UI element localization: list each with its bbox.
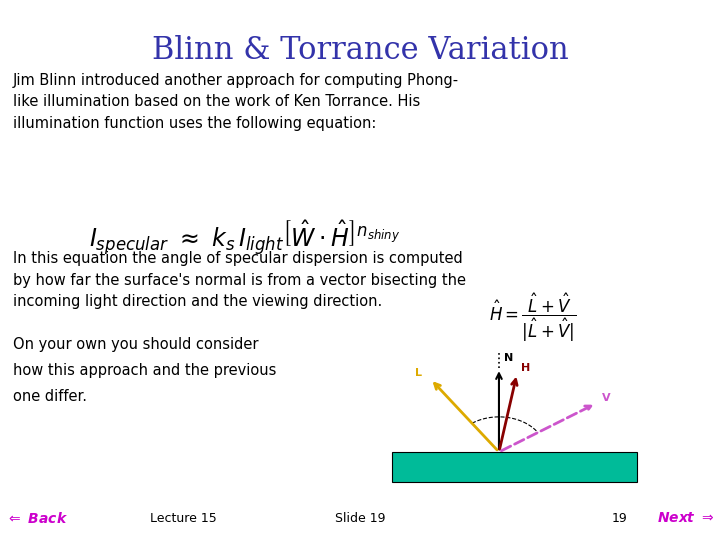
- Text: N: N: [504, 353, 513, 363]
- Text: V: V: [602, 393, 611, 403]
- Text: $\mathit{I}_{specular}\ \approx\ k_s\,\mathit{I}_{light}\left[\hat{W}\cdot\hat{H: $\mathit{I}_{specular}\ \approx\ k_s\,\m…: [89, 219, 400, 258]
- FancyBboxPatch shape: [392, 452, 637, 482]
- Text: Slide 19: Slide 19: [335, 512, 385, 525]
- Text: 19: 19: [611, 512, 627, 525]
- Text: Lecture 15: Lecture 15: [150, 512, 217, 525]
- Text: Next $\Rightarrow$: Next $\Rightarrow$: [657, 511, 714, 525]
- Text: $\hat{H} = \dfrac{\hat{L}+\hat{V}}{|\hat{L}+\hat{V}|}$: $\hat{H} = \dfrac{\hat{L}+\hat{V}}{|\hat…: [489, 292, 577, 344]
- Text: Jim Blinn introduced another approach for computing Phong-
like illumination bas: Jim Blinn introduced another approach fo…: [13, 73, 459, 131]
- Text: L: L: [415, 368, 422, 379]
- Text: $\Leftarrow$ Back: $\Leftarrow$ Back: [6, 511, 68, 526]
- Text: H: H: [521, 363, 530, 373]
- Text: On your own you should consider
how this approach and the previous
one differ.: On your own you should consider how this…: [13, 338, 276, 404]
- Text: In this equation the angle of specular dispersion is computed
by how far the sur: In this equation the angle of specular d…: [13, 251, 466, 309]
- Text: Blinn & Torrance Variation: Blinn & Torrance Variation: [152, 35, 568, 66]
